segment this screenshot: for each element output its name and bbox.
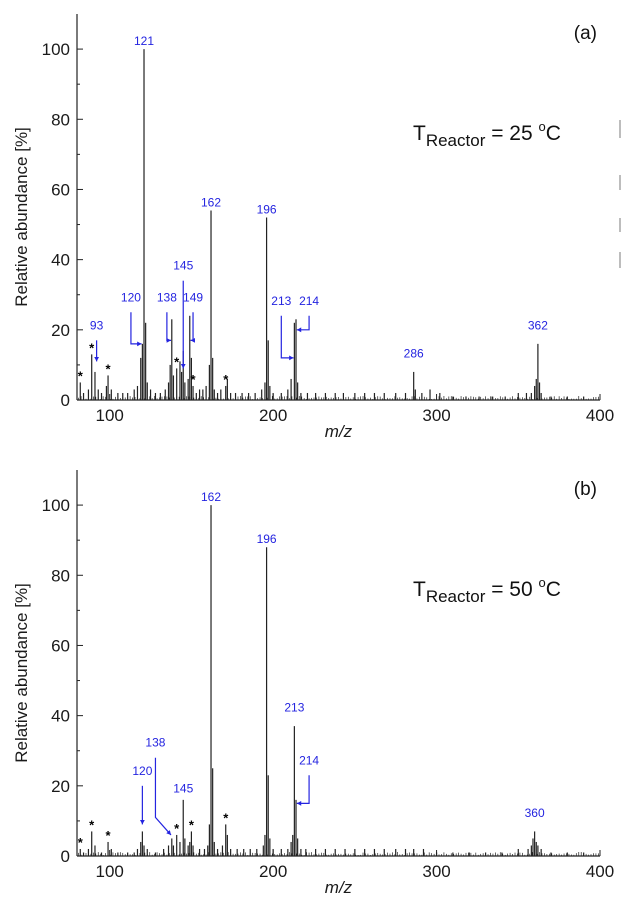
leader-arrow-145-head <box>180 364 186 369</box>
x-axis-title: m/z <box>325 878 353 897</box>
x-tick-label: 300 <box>422 406 450 425</box>
peak-label: 138 <box>157 290 177 304</box>
peak-label: 93 <box>90 318 104 332</box>
x-tick-label: 100 <box>96 406 124 425</box>
peak-label: 214 <box>299 753 319 767</box>
asterisk-marker: * <box>78 368 84 383</box>
asterisk-marker: * <box>106 361 112 376</box>
peak-label: 138 <box>145 736 165 750</box>
spectrum-panel-a: 0 20 40 60 80 100 100 200 300 400 m/z Relative abun… <box>12 14 614 441</box>
leader-arrow-214b-head <box>296 800 302 806</box>
peak-label: 360 <box>525 806 545 820</box>
leader-arrow-213 <box>280 315 294 359</box>
peak-label: 213 <box>271 294 291 308</box>
leader-arrow-149 <box>190 312 194 341</box>
x-axis-title: m/z <box>325 422 353 441</box>
asterisk-marker: * <box>223 810 229 825</box>
y-tick-label: 60 <box>51 636 70 655</box>
peak-label: 196 <box>257 203 277 217</box>
asterisk-marker: * <box>89 817 95 832</box>
reactor-temperature-annotation: TReactor = 50 oC <box>413 575 561 606</box>
asterisk-marker: * <box>174 821 180 836</box>
condition-superscript: o <box>539 575 546 590</box>
peak-label: 121 <box>134 34 154 48</box>
y-tick-label: 0 <box>61 847 70 866</box>
y-tick-label: 40 <box>51 707 70 726</box>
y-axis-title: Relative abundance [%] <box>12 583 31 763</box>
peak-label: 120 <box>132 764 152 778</box>
peak-label: 286 <box>404 346 424 360</box>
y-tick-label: 20 <box>51 777 70 796</box>
peak-label: 149 <box>183 290 203 304</box>
y-tick-label: 20 <box>51 321 70 340</box>
x-tick-label: 400 <box>586 406 614 425</box>
y-tick-label: 40 <box>51 251 70 270</box>
leader-arrow-149-head <box>190 337 195 343</box>
peak-label: 213 <box>284 701 304 715</box>
asterisk-marker: * <box>89 340 95 355</box>
condition-superscript: o <box>539 119 546 134</box>
peak-label: 162 <box>201 196 221 210</box>
y-tick-label: 80 <box>51 110 70 129</box>
leader-arrow-120 <box>130 312 142 345</box>
panel-label: (b) <box>574 479 597 500</box>
peak-label: 145 <box>173 259 193 273</box>
leader-arrow-214a-head <box>296 327 302 333</box>
condition-subscript: Reactor <box>426 587 486 606</box>
leader-arrow-120b-head <box>139 820 145 825</box>
peak-label: 145 <box>173 781 193 795</box>
asterisk-marker: * <box>78 835 84 850</box>
leader-arrow-214a <box>296 315 310 331</box>
y-tick-label: 60 <box>51 180 70 199</box>
condition-main: T <box>413 578 426 601</box>
asterisk-marker: * <box>191 372 197 387</box>
leader-arrow-120-head <box>137 341 142 347</box>
peak-label: 362 <box>528 318 548 332</box>
leader-arrow-213-head <box>289 355 294 361</box>
peak-label: 196 <box>257 532 277 546</box>
spectrum-panel-b: 0 20 40 60 80 100 100 200 300 400 m/z Relative abun… <box>12 470 614 897</box>
y-tick-label: 80 <box>51 566 70 585</box>
condition-rest: = 25 <box>485 122 538 145</box>
asterisk-marker: * <box>223 372 229 387</box>
leader-arrow-138b-head <box>166 830 171 835</box>
x-tick-label: 400 <box>586 862 614 881</box>
y-tick-label: 100 <box>42 40 70 59</box>
condition-unit: C <box>546 578 561 601</box>
reactor-temperature-annotation: TReactor = 25 oC <box>413 119 561 150</box>
y-tick-label: 100 <box>42 496 70 515</box>
x-tick-label: 100 <box>96 862 124 881</box>
peak-label: 120 <box>121 290 141 304</box>
leader-arrow-93-head <box>94 357 100 362</box>
leader-arrow-214b <box>296 775 310 804</box>
asterisk-marker: * <box>106 828 112 843</box>
y-axis-title: Relative abundance [%] <box>12 127 31 307</box>
leader-arrow-138 <box>166 312 171 341</box>
condition-subscript: Reactor <box>426 131 486 150</box>
peak-label: 214 <box>299 294 319 308</box>
x-tick-label: 300 <box>422 862 450 881</box>
asterisk-marker: * <box>174 354 180 369</box>
panel-label: (a) <box>574 23 597 44</box>
leader-arrow-138-head <box>166 337 171 343</box>
x-tick-label: 200 <box>259 862 287 881</box>
y-tick-label: 0 <box>61 391 70 410</box>
condition-main: T <box>413 122 426 145</box>
leader-arrow-138b <box>154 757 172 836</box>
peak-label: 162 <box>201 490 221 504</box>
asterisk-marker: * <box>189 817 195 832</box>
condition-unit: C <box>546 122 561 145</box>
x-tick-label: 200 <box>259 406 287 425</box>
condition-rest: = 50 <box>485 578 538 601</box>
